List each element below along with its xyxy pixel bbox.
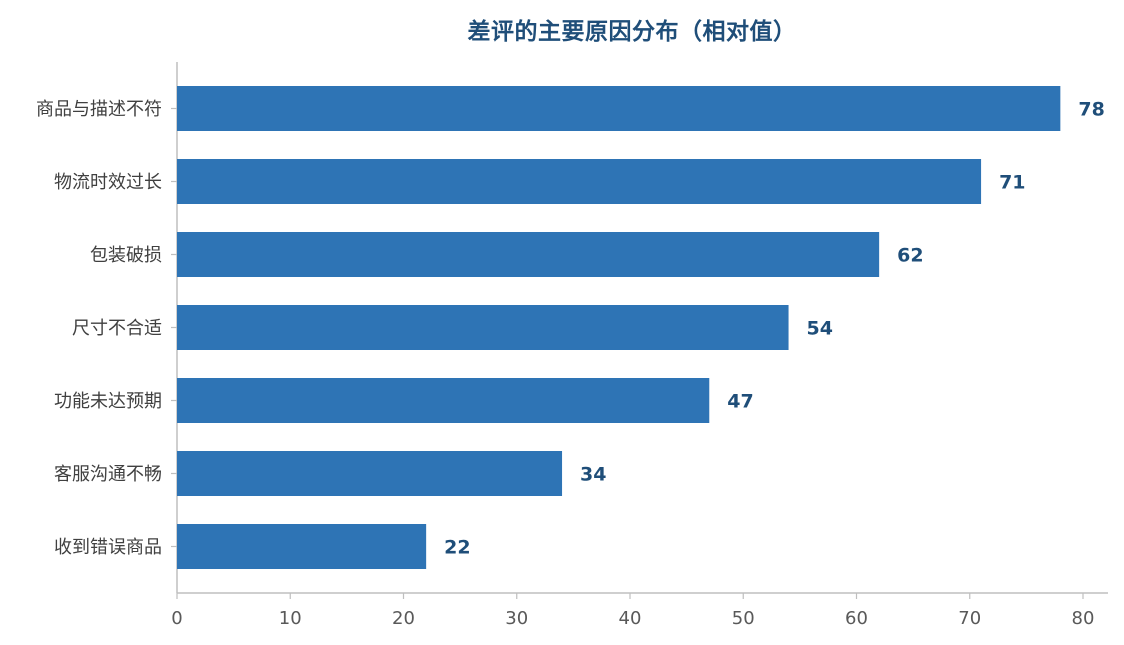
value-label: 22 bbox=[444, 537, 470, 559]
x-tick-label: 50 bbox=[732, 608, 755, 629]
bar bbox=[177, 305, 789, 350]
category-label: 包装破损 bbox=[90, 245, 162, 266]
category-label: 物流时效过长 bbox=[54, 172, 162, 193]
x-tick-label: 40 bbox=[619, 608, 642, 629]
chart-title: 差评的主要原因分布（相对值） bbox=[467, 19, 797, 45]
category-label: 收到错误商品 bbox=[54, 537, 162, 558]
x-tick-label: 80 bbox=[1072, 608, 1095, 629]
x-tick-label: 20 bbox=[392, 608, 415, 629]
category-label: 尺寸不合适 bbox=[72, 318, 162, 339]
value-label: 47 bbox=[727, 391, 753, 413]
bar bbox=[177, 524, 427, 569]
x-tick-label: 70 bbox=[958, 608, 981, 629]
value-label: 71 bbox=[999, 172, 1025, 194]
category-label: 商品与描述不符 bbox=[36, 99, 162, 120]
x-tick-label: 10 bbox=[279, 608, 302, 629]
value-label: 62 bbox=[897, 245, 923, 267]
value-label: 78 bbox=[1078, 99, 1104, 121]
x-tick-label: 60 bbox=[845, 608, 868, 629]
bar bbox=[177, 232, 880, 277]
value-label: 34 bbox=[580, 464, 606, 486]
x-tick-label: 30 bbox=[505, 608, 528, 629]
category-label: 客服沟通不畅 bbox=[54, 464, 162, 485]
bar bbox=[177, 159, 982, 204]
category-label: 功能未达预期 bbox=[54, 391, 162, 412]
value-label: 54 bbox=[807, 318, 833, 340]
bar bbox=[177, 86, 1061, 131]
x-tick-label: 0 bbox=[171, 608, 182, 629]
bar bbox=[177, 378, 710, 423]
bar bbox=[177, 451, 563, 496]
